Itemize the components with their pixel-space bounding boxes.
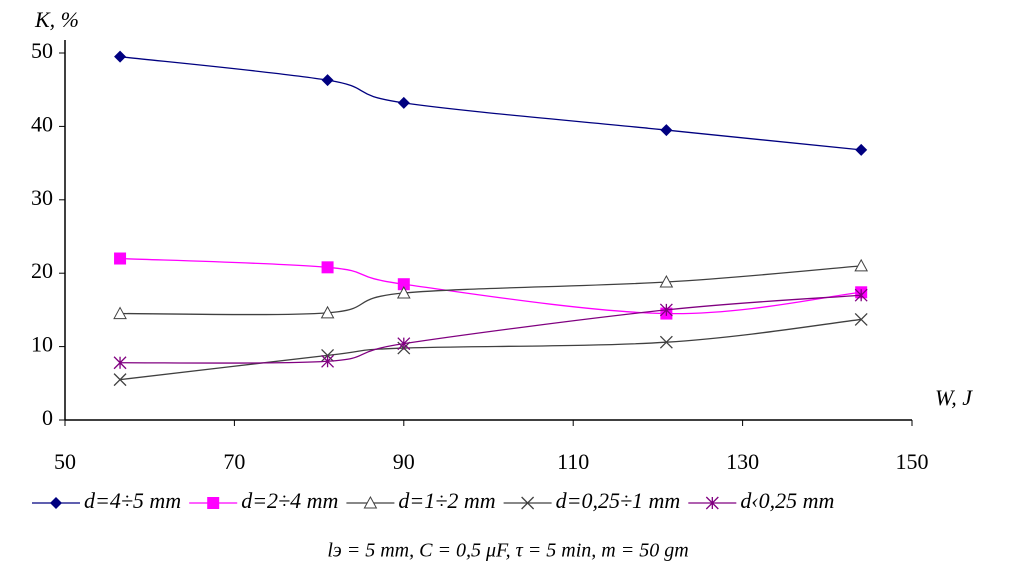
marker [521, 496, 535, 510]
marker [321, 74, 334, 87]
y-axis-label: K, % [34, 7, 79, 32]
marker [50, 497, 62, 509]
note: lэ = 5 mm, C = 0,5 μF, τ = 5 min, m = 50… [327, 540, 688, 562]
legend-label: d=4÷5 mm [84, 488, 181, 513]
marker [113, 373, 127, 387]
x-tick-label: 130 [726, 449, 759, 474]
marker [113, 306, 127, 320]
marker [854, 312, 868, 326]
x-tick-label: 150 [896, 449, 929, 474]
legend-label: d=2÷4 mm [241, 488, 338, 513]
legend-item: d=2÷4 mm [189, 488, 338, 513]
marker [659, 274, 674, 288]
marker [397, 96, 410, 109]
legend-item: d‹0,25 mm [688, 488, 834, 513]
legend-item: d=0,25÷1 mm [503, 488, 681, 513]
series-line [120, 257, 862, 315]
marker [113, 356, 127, 370]
marker [114, 50, 127, 63]
series-line [119, 56, 862, 151]
y-tick-label: 40 [31, 111, 53, 136]
marker [396, 285, 411, 299]
legend-item: d=1÷2 mm [346, 488, 496, 513]
x-tick-label: 110 [557, 449, 589, 474]
marker [321, 354, 335, 368]
y-tick-label: 20 [31, 258, 53, 283]
y-tick-label: 10 [31, 332, 53, 357]
y-tick-label: 0 [42, 405, 53, 430]
x-tick-label: 50 [54, 449, 76, 474]
x-axis-label: W, J [935, 385, 973, 410]
series-line [120, 294, 862, 364]
marker [854, 258, 869, 272]
x-tick-label: 70 [223, 449, 245, 474]
marker [321, 261, 334, 274]
legend-label: d=1÷2 mm [398, 488, 495, 513]
marker [397, 278, 410, 291]
marker [659, 335, 673, 349]
legend-label: d=0,25÷1 mm [556, 488, 681, 513]
marker [397, 337, 411, 351]
y-tick-label: 50 [31, 38, 53, 63]
marker [659, 303, 673, 317]
marker [705, 496, 719, 510]
marker [114, 252, 127, 265]
series-line [120, 265, 862, 316]
marker [363, 495, 378, 509]
marker [855, 143, 868, 156]
series-line [119, 318, 862, 381]
marker [320, 305, 335, 319]
y-tick-label: 30 [31, 185, 53, 210]
legend-label: d‹0,25 mm [740, 488, 834, 513]
marker [207, 497, 220, 509]
legend-item: d=4÷5 mm [32, 488, 181, 513]
marker [660, 124, 673, 137]
marker [854, 288, 868, 302]
x-tick-label: 90 [393, 449, 415, 474]
